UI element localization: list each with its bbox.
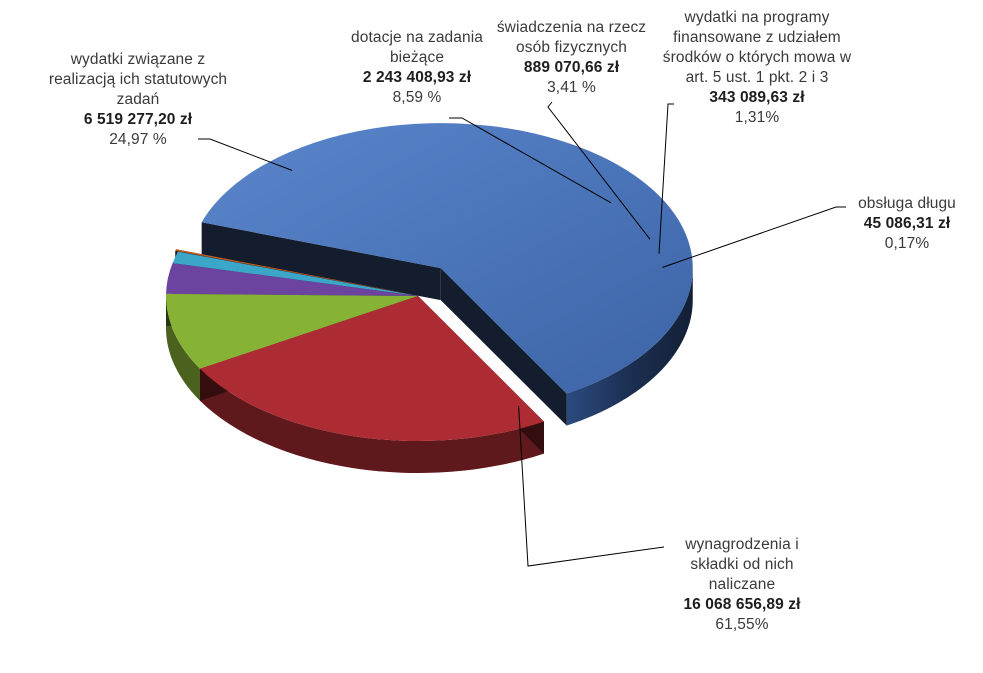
slice-label-text: wydatki związane z realizacją ich statut… — [48, 51, 228, 108]
slice-label-text: wynagrodzenia i składki od nich naliczan… — [685, 536, 799, 593]
slice-cut-face — [440, 268, 567, 426]
slice-percent: 1,31% — [734, 109, 780, 126]
leader-line — [198, 138, 293, 171]
leader-line — [662, 206, 846, 268]
slice-label-text: dotacje na zadania bieżące — [351, 29, 483, 66]
slice-percent: 24,97 % — [109, 131, 167, 148]
slice-value: 2 243 408,93 zł — [362, 69, 472, 86]
slice-value: 6 519 277,20 zł — [83, 111, 193, 128]
pie-slice-top — [172, 251, 418, 296]
slice-label-programy: wydatki na programy finansowane z udział… — [662, 8, 852, 128]
pie-slice-top — [200, 296, 544, 441]
slice-percent: 8,59 % — [392, 89, 442, 106]
slice-label-text: wydatki na programy finansowane z udział… — [662, 9, 852, 86]
slice-value: 889 070,66 zł — [523, 59, 620, 76]
leader-line — [449, 117, 612, 204]
slice-percent: 61,55% — [715, 616, 769, 633]
slice-side-wall — [166, 296, 200, 401]
slice-percent: 3,41 % — [547, 79, 596, 96]
slice-label-obsluga-dlugu: obsługa długu 45 086,31 zł 0,17% — [842, 194, 972, 254]
slice-label-swiadczenia: świadczenia na rzecz osób fizycznych 889… — [484, 18, 659, 98]
slice-value: 45 086,31 zł — [863, 215, 951, 232]
slice-label-text: świadczenia na rzecz osób fizycznych — [496, 19, 647, 56]
slice-label-text: obsługa długu — [858, 195, 956, 212]
pie-slice-top — [166, 293, 418, 369]
slice-label-wynagrodzenia: wynagrodzenia i składki od nich naliczan… — [662, 535, 822, 635]
slice-side-wall — [566, 268, 693, 426]
slice-label-wydatki-statutowe: wydatki związane z realizacją ich statut… — [46, 50, 230, 150]
slice-percent: 0,17% — [884, 235, 930, 252]
slice-value: 16 068 656,89 zł — [683, 596, 801, 613]
slice-cut-face — [201, 222, 441, 301]
slice-side-wall — [200, 368, 544, 473]
slice-value: 343 089,63 zł — [709, 89, 805, 106]
pie-slice-top — [166, 263, 418, 296]
leader-line — [547, 101, 651, 240]
leader-line — [658, 103, 674, 254]
pie-slice-top — [175, 249, 416, 296]
pie-slice-top — [201, 123, 693, 394]
slice-label-dotacje: dotacje na zadania bieżące 2 243 408,93 … — [337, 28, 497, 108]
leader-line — [518, 405, 665, 567]
